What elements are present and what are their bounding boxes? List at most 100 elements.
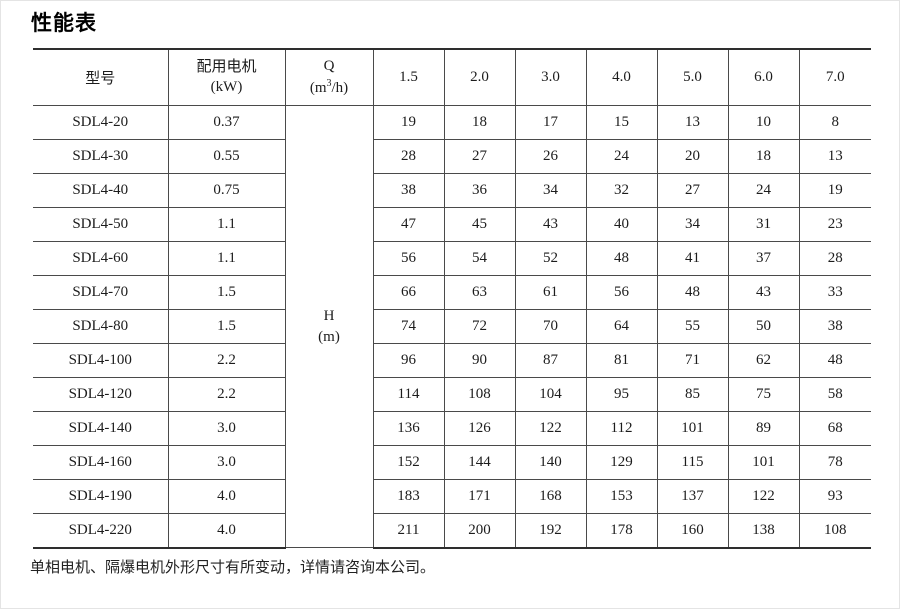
value-cell: 200 bbox=[443, 513, 516, 549]
value-cell: 129 bbox=[585, 445, 658, 480]
value-cell: 192 bbox=[514, 513, 587, 549]
table-row: SDL4-190 4.0 183 171 168 153 137 122 93 bbox=[33, 479, 871, 514]
header-flow-6: 6.0 bbox=[727, 48, 800, 106]
header-motor-line2: (kW) bbox=[210, 78, 243, 95]
value-cell: 34 bbox=[656, 207, 729, 242]
kw-cell: 1.1 bbox=[167, 207, 286, 242]
value-cell: 115 bbox=[656, 445, 729, 480]
model-cell: SDL4-70 bbox=[33, 275, 169, 310]
value-cell: 144 bbox=[443, 445, 516, 480]
value-cell: 101 bbox=[656, 411, 729, 446]
kw-cell: 3.0 bbox=[167, 445, 286, 480]
value-cell: 38 bbox=[798, 309, 871, 344]
value-cell: 48 bbox=[656, 275, 729, 310]
q-unit: (m3/h) bbox=[309, 77, 349, 96]
value-cell: 37 bbox=[727, 241, 800, 276]
header-row: 型号 配用电机 (kW) Q (m3/h) 1.5 2.0 3.0 4.0 5.… bbox=[33, 48, 871, 106]
value-cell: 183 bbox=[372, 479, 445, 514]
value-cell: 81 bbox=[585, 343, 658, 378]
value-cell: 43 bbox=[514, 207, 587, 242]
value-cell: 36 bbox=[443, 173, 516, 208]
value-cell: 93 bbox=[798, 479, 871, 514]
value-cell: 27 bbox=[656, 173, 729, 208]
value-cell: 61 bbox=[514, 275, 587, 310]
value-cell: 114 bbox=[372, 377, 445, 412]
value-cell: 136 bbox=[372, 411, 445, 446]
table-row: SDL4-80 1.5 74 72 70 64 55 50 38 bbox=[33, 309, 871, 344]
table-body: SDL4-20 0.37 H (m) 19 18 17 15 13 10 8 S… bbox=[33, 105, 871, 549]
value-cell: 33 bbox=[798, 275, 871, 310]
q-symbol: Q bbox=[323, 58, 335, 74]
value-cell: 122 bbox=[727, 479, 800, 514]
value-cell: 26 bbox=[514, 139, 587, 174]
value-cell: 47 bbox=[372, 207, 445, 242]
model-cell: SDL4-160 bbox=[33, 445, 169, 480]
value-cell: 19 bbox=[372, 105, 445, 140]
value-cell: 108 bbox=[443, 377, 516, 412]
table-row: SDL4-120 2.2 114 108 104 95 85 75 58 bbox=[33, 377, 871, 412]
model-cell: SDL4-40 bbox=[33, 173, 169, 208]
value-cell: 152 bbox=[372, 445, 445, 480]
value-cell: 38 bbox=[372, 173, 445, 208]
model-cell: SDL4-60 bbox=[33, 241, 169, 276]
model-cell: SDL4-50 bbox=[33, 207, 169, 242]
kw-cell: 4.0 bbox=[167, 513, 286, 549]
value-cell: 168 bbox=[514, 479, 587, 514]
model-cell: SDL4-140 bbox=[33, 411, 169, 446]
value-cell: 50 bbox=[727, 309, 800, 344]
model-cell: SDL4-220 bbox=[33, 513, 169, 549]
value-cell: 32 bbox=[585, 173, 658, 208]
table-row: SDL4-160 3.0 152 144 140 129 115 101 78 bbox=[33, 445, 871, 480]
table-row: SDL4-60 1.1 56 54 52 48 41 37 28 bbox=[33, 241, 871, 276]
table-row: SDL4-140 3.0 136 126 122 112 101 89 68 bbox=[33, 411, 871, 446]
h-symbol: H bbox=[323, 308, 335, 325]
table-row: SDL4-20 0.37 H (m) 19 18 17 15 13 10 8 bbox=[33, 105, 871, 548]
page-title: 性能表 bbox=[31, 12, 97, 35]
footnote-text: 单相电机、隔爆电机外形尺寸有所变动，详情请咨询本公司。 bbox=[30, 559, 436, 576]
value-cell: 71 bbox=[656, 343, 729, 378]
value-cell: 96 bbox=[372, 343, 445, 378]
table-header: 型号 配用电机 (kW) Q (m3/h) 1.5 2.0 3.0 4.0 5.… bbox=[33, 48, 871, 106]
value-cell: 8 bbox=[798, 105, 871, 140]
kw-cell: 2.2 bbox=[167, 377, 286, 412]
value-cell: 95 bbox=[585, 377, 658, 412]
value-cell: 48 bbox=[585, 241, 658, 276]
value-cell: 45 bbox=[443, 207, 516, 242]
value-cell: 52 bbox=[514, 241, 587, 276]
kw-cell: 1.1 bbox=[167, 241, 286, 276]
kw-cell: 2.2 bbox=[167, 343, 286, 378]
q-unit-superscript: 3 bbox=[326, 77, 332, 89]
kw-cell: 3.0 bbox=[167, 411, 286, 446]
kw-cell: 0.55 bbox=[167, 139, 286, 174]
table-row: SDL4-220 4.0 211 200 192 178 160 138 108 bbox=[33, 513, 871, 549]
header-flow-7: 7.0 bbox=[798, 48, 871, 106]
kw-cell: 0.37 bbox=[167, 105, 286, 140]
value-cell: 10 bbox=[727, 105, 800, 140]
header-motor-power: 配用电机 (kW) bbox=[167, 48, 286, 106]
value-cell: 74 bbox=[372, 309, 445, 344]
value-cell: 48 bbox=[798, 343, 871, 378]
value-cell: 68 bbox=[798, 411, 871, 446]
value-cell: 66 bbox=[372, 275, 445, 310]
value-cell: 34 bbox=[514, 173, 587, 208]
model-cell: SDL4-20 bbox=[33, 105, 169, 140]
header-flow-1: 1.5 bbox=[372, 48, 445, 106]
value-cell: 56 bbox=[585, 275, 658, 310]
model-cell: SDL4-100 bbox=[33, 343, 169, 378]
header-flow-4: 4.0 bbox=[585, 48, 658, 106]
value-cell: 87 bbox=[514, 343, 587, 378]
model-cell: SDL4-30 bbox=[33, 139, 169, 174]
h-unit: (m) bbox=[318, 328, 340, 345]
value-cell: 28 bbox=[372, 139, 445, 174]
value-cell: 64 bbox=[585, 309, 658, 344]
value-cell: 23 bbox=[798, 207, 871, 242]
kw-cell: 1.5 bbox=[167, 275, 286, 310]
value-cell: 28 bbox=[798, 241, 871, 276]
value-cell: 13 bbox=[798, 139, 871, 174]
kw-cell: 1.5 bbox=[167, 309, 286, 344]
value-cell: 104 bbox=[514, 377, 587, 412]
header-flow-3: 3.0 bbox=[514, 48, 587, 106]
value-cell: 56 bbox=[372, 241, 445, 276]
value-cell: 75 bbox=[727, 377, 800, 412]
value-cell: 19 bbox=[798, 173, 871, 208]
